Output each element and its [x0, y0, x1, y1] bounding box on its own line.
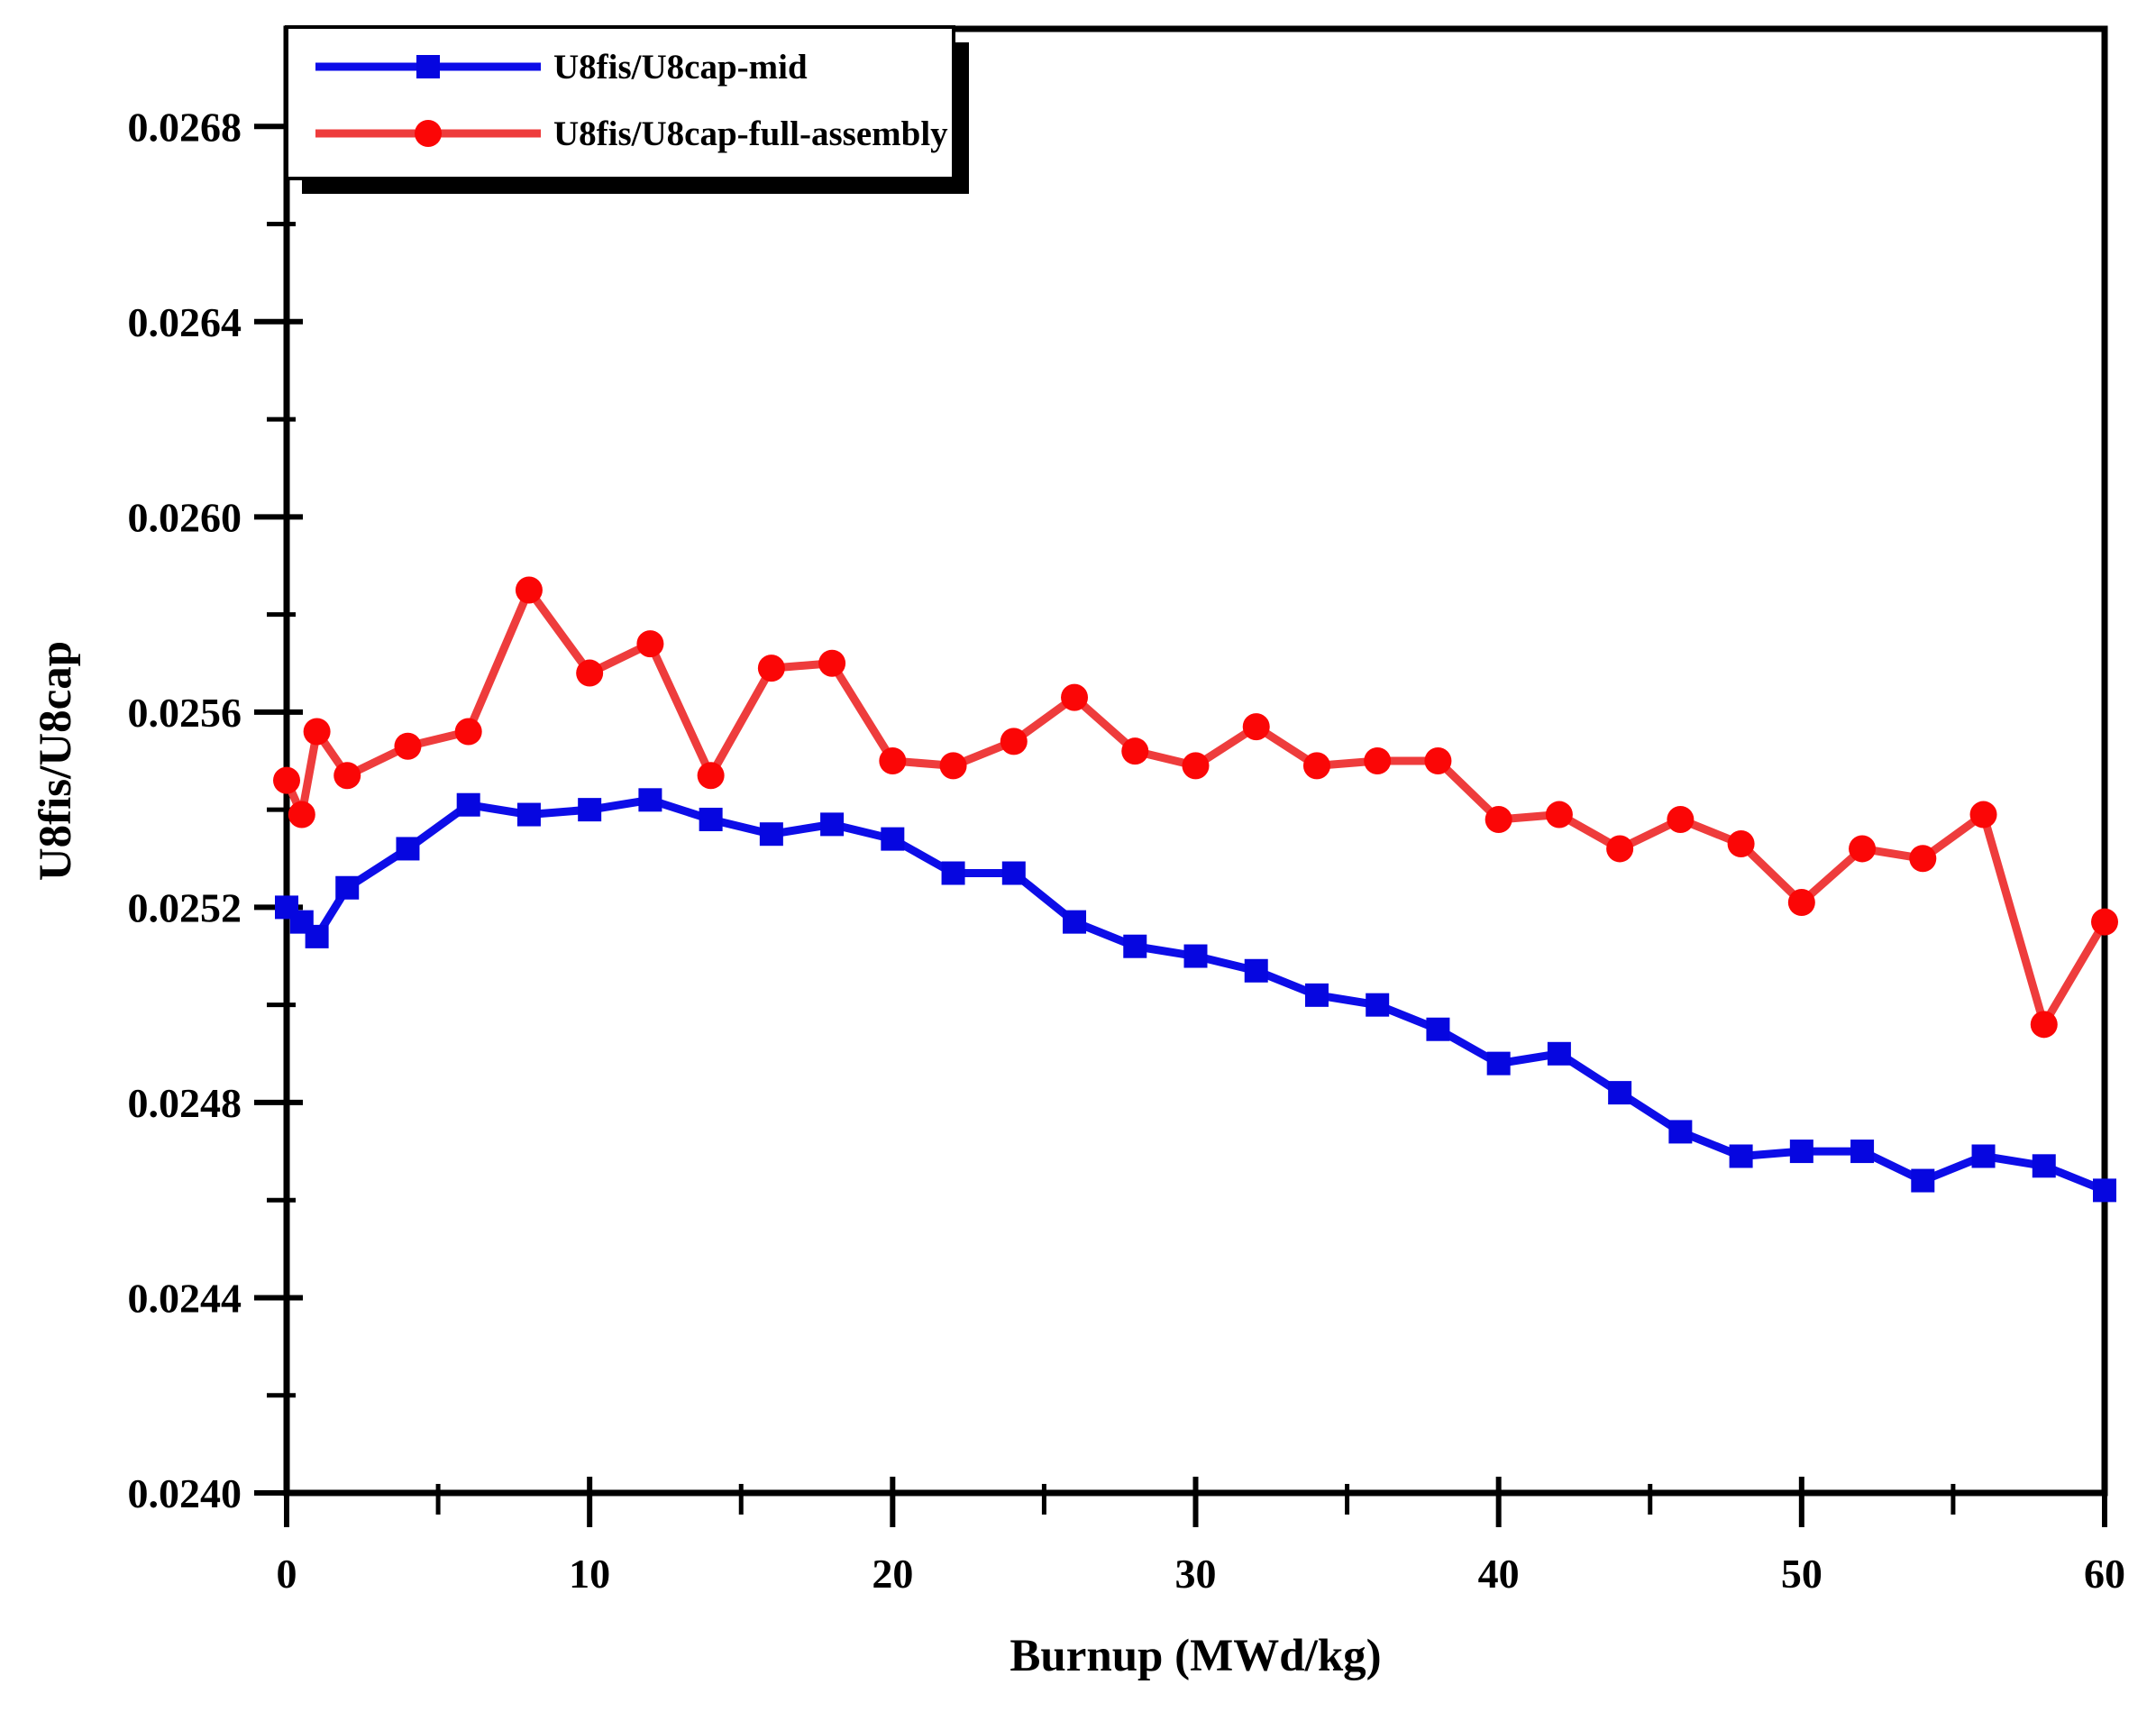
- data-point-circle: [939, 752, 967, 780]
- data-point-square: [1911, 1168, 1935, 1193]
- legend-circle-icon: [415, 120, 442, 147]
- x-tick-label: 0: [277, 1551, 297, 1597]
- data-point-circle: [1485, 805, 1512, 833]
- data-point-square: [881, 827, 905, 851]
- data-point-circle: [1302, 752, 1330, 780]
- data-point-square: [820, 812, 845, 837]
- data-point-square: [578, 798, 602, 822]
- data-point-square: [759, 822, 783, 847]
- x-tick-label: 60: [2084, 1551, 2125, 1597]
- data-point-square: [941, 861, 965, 885]
- data-point-circle: [2091, 908, 2118, 936]
- data-point-circle: [576, 659, 604, 687]
- data-point-square: [2093, 1178, 2116, 1203]
- data-point-circle: [515, 576, 543, 604]
- data-point-circle: [1000, 728, 1028, 755]
- data-point-square: [1001, 861, 1026, 885]
- data-point-circle: [1787, 888, 1815, 916]
- x-tick-label: 50: [1781, 1551, 1823, 1597]
- x-tick-label: 40: [1478, 1551, 1520, 1597]
- data-point-circle: [303, 718, 331, 746]
- x-axis-title: Burnup (MWd/kg): [1009, 1631, 1382, 1681]
- data-point-circle: [697, 762, 725, 790]
- data-point-square: [1668, 1120, 1693, 1144]
- y-tick-label: 0.0244: [128, 1275, 242, 1321]
- data-point-square: [638, 788, 662, 812]
- data-point-square: [396, 837, 420, 861]
- y-tick-label: 0.0268: [128, 104, 242, 150]
- data-point-square: [335, 875, 360, 900]
- data-point-circle: [818, 649, 846, 677]
- data-point-square: [1063, 910, 1087, 934]
- data-point-circle: [1545, 801, 1573, 829]
- data-point-square: [1304, 983, 1329, 1007]
- x-tick-label: 20: [872, 1551, 913, 1597]
- data-point-square: [1971, 1144, 1996, 1168]
- data-point-circle: [1909, 845, 1937, 873]
- plot-frame: [283, 25, 2108, 1497]
- data-point-circle: [757, 655, 785, 682]
- data-point-circle: [1667, 805, 1695, 833]
- data-point-square: [1123, 934, 1147, 958]
- data-point-circle: [879, 747, 907, 774]
- data-point-circle: [273, 766, 300, 794]
- x-tick-label: 30: [1175, 1551, 1217, 1597]
- data-point-square: [1608, 1081, 1632, 1105]
- data-point-square: [1183, 944, 1208, 968]
- data-point-circle: [1061, 683, 1089, 711]
- legend-label-full-assembly: U8fis/U8cap-full-assembly: [553, 114, 948, 153]
- y-tick-label: 0.0252: [128, 884, 242, 930]
- data-point-square: [456, 792, 480, 817]
- y-tick-label: 0.0248: [128, 1080, 242, 1126]
- data-point-square: [1486, 1051, 1511, 1076]
- y-axis-title: U8fis/U8cap: [31, 640, 81, 882]
- y-tick-label: 0.0256: [128, 690, 242, 736]
- data-point-circle: [1606, 835, 1634, 863]
- data-point-square: [1850, 1140, 1875, 1164]
- legend-square-icon: [416, 55, 440, 78]
- legend-box: [285, 25, 955, 180]
- data-point-circle: [1182, 752, 1210, 780]
- data-point-circle: [1727, 830, 1755, 858]
- data-point-circle: [1424, 747, 1452, 774]
- legend-label-mid: U8fis/U8cap-mid: [553, 48, 808, 87]
- data-point-square: [1426, 1017, 1450, 1041]
- data-point-circle: [1121, 737, 1149, 765]
- data-point-circle: [1364, 747, 1392, 774]
- data-point-circle: [1969, 801, 1997, 829]
- x-tick-label: 10: [569, 1551, 610, 1597]
- data-point-square: [1729, 1144, 1753, 1168]
- data-point-circle: [394, 732, 422, 760]
- data-point-circle: [454, 718, 482, 746]
- data-point-square: [305, 924, 329, 948]
- data-point-square: [1366, 993, 1390, 1017]
- data-point-circle: [2030, 1011, 2058, 1039]
- data-point-square: [2032, 1154, 2056, 1178]
- data-point-square: [516, 802, 541, 827]
- data-point-square: [1244, 958, 1268, 983]
- data-point-circle: [1849, 835, 1877, 863]
- data-point-circle: [636, 630, 664, 658]
- data-point-circle: [333, 762, 361, 790]
- data-point-square: [699, 807, 723, 831]
- y-tick-label: 0.0240: [128, 1470, 242, 1516]
- series-line-square: [282, 795, 2109, 1195]
- y-tick-label: 0.0264: [128, 299, 242, 345]
- data-point-square: [1789, 1140, 1813, 1164]
- data-point-circle: [1242, 713, 1270, 741]
- data-point-square: [1547, 1041, 1571, 1066]
- data-point-circle: [288, 801, 315, 829]
- y-tick-label: 0.0260: [128, 494, 242, 540]
